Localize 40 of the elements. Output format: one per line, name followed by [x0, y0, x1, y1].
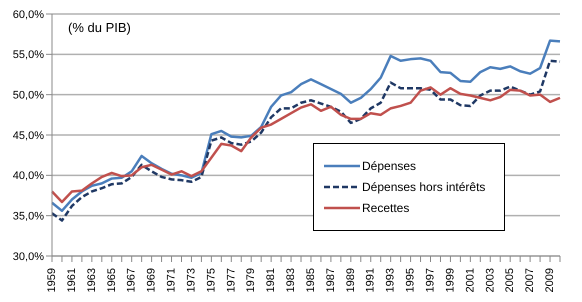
x-tick-label: 1989 — [344, 268, 357, 292]
legend-label: Recettes — [362, 201, 410, 215]
y-tick-label: 60,0% — [12, 8, 44, 21]
legend-label: Dépenses hors intérêts — [362, 180, 486, 194]
x-tick-label: 1987 — [324, 268, 337, 292]
x-tick-label: 2009 — [544, 268, 556, 292]
x-tick-label: 1979 — [245, 268, 258, 292]
annotation: (% du PIB) — [68, 20, 131, 35]
x-tick-label: 1981 — [265, 268, 278, 292]
line-series — [50, 39, 562, 212]
y-tick-label: 55,0% — [12, 49, 44, 62]
x-tick-label: 1971 — [166, 268, 178, 292]
x-tick-label: 1959 — [46, 268, 58, 292]
x-tick-label: 1991 — [364, 268, 377, 292]
legend-label: Dépenses — [362, 159, 416, 173]
x-tick-label: 2003 — [484, 268, 496, 292]
x-tick-label: 2005 — [504, 268, 516, 292]
x-tick-label: 1969 — [146, 268, 158, 292]
x-tick-label: 1977 — [225, 268, 238, 292]
y-tick-label: 30,0% — [12, 250, 44, 263]
x-tick-label: 1973 — [185, 268, 198, 292]
y-tick-label: 50,0% — [12, 90, 44, 102]
x-tick-label: 1985 — [304, 268, 317, 292]
x-tick-label: 1983 — [285, 268, 298, 292]
x-tick-label: 1965 — [106, 268, 118, 292]
y-tick-label: 40,0% — [12, 170, 44, 182]
line-series — [50, 86, 562, 204]
y-tick-label: 45,0% — [12, 130, 44, 142]
x-tick-label: 1993 — [384, 268, 397, 292]
x-tick-label: 1963 — [86, 268, 98, 292]
x-tick-label: 2001 — [464, 268, 476, 292]
x-tick-label: 1967 — [126, 268, 138, 292]
x-tick-label: 1999 — [444, 268, 456, 292]
x-tick-label: 1975 — [205, 268, 218, 292]
x-tick-label: 1997 — [424, 268, 437, 292]
x-tick-label: 1961 — [66, 268, 78, 292]
line-series — [50, 60, 562, 222]
y-tick-label: 35,0% — [12, 210, 44, 223]
x-tick-label: 1995 — [404, 268, 417, 292]
x-tick-label: 2007 — [524, 268, 536, 292]
